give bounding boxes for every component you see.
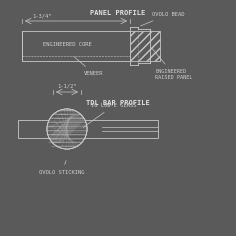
- Text: OVOLO BEAD: OVOLO BEAD: [141, 12, 185, 26]
- Bar: [130, 31, 160, 61]
- Text: OVOLO STICKING: OVOLO STICKING: [39, 161, 85, 175]
- Text: ENGINEERED
RAISED PANEL: ENGINEERED RAISED PANEL: [152, 48, 193, 80]
- Text: IG LOW-E GLASS: IG LOW-E GLASS: [83, 103, 136, 127]
- Bar: [22, 31, 130, 61]
- Bar: [130, 31, 160, 61]
- Text: ENGINEERED CORE: ENGINEERED CORE: [43, 42, 92, 47]
- Text: VENEER: VENEER: [74, 57, 104, 76]
- Text: PANEL PROFILE: PANEL PROFILE: [90, 10, 146, 16]
- Polygon shape: [47, 109, 87, 149]
- Circle shape: [47, 109, 87, 149]
- Text: 1-3/4": 1-3/4": [32, 13, 51, 18]
- Text: 1-1/2": 1-1/2": [57, 84, 77, 89]
- Bar: [18, 120, 158, 138]
- Text: TDL BAR PROFILE: TDL BAR PROFILE: [86, 100, 150, 106]
